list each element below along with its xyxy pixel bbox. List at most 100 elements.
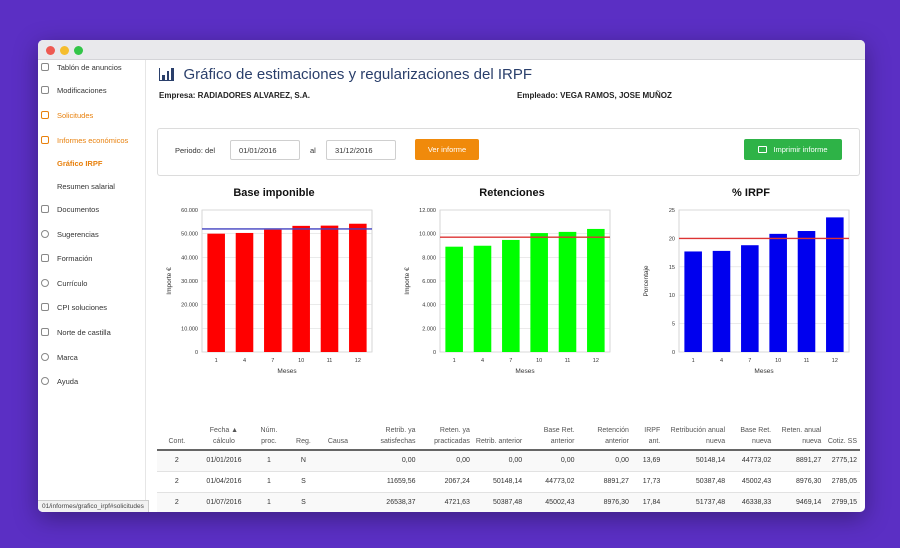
table-cell: 8891,27 bbox=[577, 471, 632, 493]
table-header-cell[interactable]: Reten. anual nueva bbox=[774, 406, 825, 451]
table-header-cell[interactable]: Retrib. ya satisfechas bbox=[355, 406, 419, 451]
table-cell: 01/07/2016 bbox=[196, 492, 252, 512]
date-to-input[interactable] bbox=[326, 140, 396, 160]
y-tick-label: 10 bbox=[669, 293, 675, 299]
sidebar-item-tablon[interactable]: Tablón de anuncios bbox=[38, 57, 146, 77]
sidebar-item-solicitudes[interactable]: Solicitudes bbox=[38, 105, 146, 125]
bar bbox=[558, 231, 577, 352]
y-axis-label: Importe € bbox=[166, 267, 173, 295]
date-from-input[interactable] bbox=[230, 140, 300, 160]
table-cell: 17,73 bbox=[631, 471, 664, 493]
table-row[interactable]: 2 01/07/2016 1 S 26538,37 4721,63 50387,48 4500… bbox=[157, 492, 860, 512]
page-title-text: Gráfico de estimaciones y regularizacion… bbox=[183, 66, 533, 83]
filter-panel: Periodo: del al Ver informe Imprimir inf… bbox=[157, 128, 860, 176]
printer-icon bbox=[758, 146, 768, 153]
x-tick-label: 1 bbox=[453, 358, 456, 364]
imprimir-informe-label: Imprimir informe bbox=[773, 145, 828, 154]
empresa-label: Empresa: RADIADORES ALVAREZ, S.A. bbox=[159, 91, 310, 100]
sidebar-item-modificaciones[interactable]: Modificaciones bbox=[38, 80, 146, 100]
ver-informe-button[interactable]: Ver informe bbox=[415, 139, 479, 160]
table-cell: 26538,37 bbox=[355, 492, 419, 512]
y-axis-label: Importe € bbox=[404, 267, 411, 295]
minimize-window-dot[interactable] bbox=[60, 46, 69, 55]
y-tick-label: 2.000 bbox=[422, 326, 436, 332]
main-content: Gráfico de estimaciones y regularizacion… bbox=[147, 60, 865, 512]
table-cell: 2785,05 bbox=[824, 471, 860, 493]
table-cell: 45002,43 bbox=[525, 492, 578, 512]
sidebar-item-ayuda[interactable]: Ayuda bbox=[38, 371, 146, 391]
imprimir-informe-button[interactable]: Imprimir informe bbox=[744, 139, 842, 160]
table-header-cell[interactable]: Núm. proc. bbox=[251, 406, 287, 451]
sidebar-item-norte-castilla[interactable]: Norte de castilla bbox=[38, 322, 146, 342]
sidebar-item-marca[interactable]: Marca bbox=[38, 347, 146, 367]
table-header-cell[interactable]: Reten. ya practicadas bbox=[418, 406, 473, 451]
bar bbox=[349, 223, 367, 352]
sidebar-item-sugerencias[interactable]: Sugerencias bbox=[38, 224, 146, 244]
table-header-cell[interactable]: Base Ret. nueva bbox=[728, 406, 775, 451]
chart-base-imponible: Base imponible 0 10.000 20.000 30.000 40.000 5… bbox=[157, 182, 391, 402]
table-header-cell[interactable]: Cotiz. SS bbox=[824, 406, 860, 451]
bar bbox=[292, 225, 310, 352]
table-cell: 8976,30 bbox=[774, 471, 825, 493]
sidebar-item-formacion[interactable]: Formación bbox=[38, 248, 146, 268]
table-cell: 0,00 bbox=[418, 450, 473, 472]
megaphone-icon bbox=[41, 328, 49, 336]
table-header-cell[interactable]: Base Ret. anterior bbox=[525, 406, 578, 451]
table-body: 2 01/01/2016 1 N 0,00 0,00 0,00 0,00 0,00 13,69 50… bbox=[157, 450, 860, 512]
chart-title: Base imponible bbox=[233, 187, 314, 199]
bar bbox=[320, 225, 339, 352]
empleado-label: Empleado: VEGA RAMOS, JOSE MUÑOZ bbox=[517, 91, 672, 100]
table-header-cell[interactable]: IRPF ant. bbox=[631, 406, 664, 451]
y-tick-label: 10.000 bbox=[419, 232, 436, 238]
table-header-cell[interactable]: Fecha ▲ cálculo bbox=[196, 406, 252, 451]
table-cell: 1 bbox=[251, 492, 287, 512]
x-tick-label: 4 bbox=[481, 358, 484, 364]
x-axis-label: Meses bbox=[277, 368, 297, 375]
table-header-cell[interactable]: Reg. bbox=[286, 406, 321, 451]
table-header-cell[interactable]: Cont. bbox=[157, 406, 197, 451]
maximize-window-dot[interactable] bbox=[74, 46, 83, 55]
table-header-cell[interactable]: Retención anterior bbox=[577, 406, 632, 451]
bar bbox=[207, 233, 225, 352]
bar bbox=[235, 232, 254, 352]
y-tick-label: 15 bbox=[669, 265, 675, 271]
sidebar-item-documentos[interactable]: Documentos bbox=[38, 199, 146, 219]
x-axis-label: Meses bbox=[754, 368, 774, 375]
sidebar-item-resumen-salarial[interactable]: Resumen salarial bbox=[57, 181, 115, 191]
table-header-cell[interactable]: Retribución anual nueva bbox=[663, 406, 729, 451]
table-cell: 11659,56 bbox=[355, 471, 419, 493]
table-header-cell[interactable]: Retrib. anterior bbox=[472, 406, 526, 451]
table-cell: 46338,33 bbox=[728, 492, 775, 512]
table-header-cell[interactable]: Causa bbox=[320, 406, 356, 451]
table-cell: 17,84 bbox=[631, 492, 664, 512]
x-tick-label: 12 bbox=[832, 358, 838, 364]
x-tick-label: 11 bbox=[565, 358, 571, 364]
table-cell: 2067,24 bbox=[418, 471, 473, 493]
page-title: Gráfico de estimaciones y regularizacion… bbox=[159, 66, 532, 83]
y-tick-label: 0 bbox=[433, 350, 436, 356]
x-tick-label: 10 bbox=[775, 358, 781, 364]
y-axis-label: Porcentaje bbox=[643, 265, 650, 296]
x-tick-label: 7 bbox=[271, 358, 274, 364]
table-cell bbox=[320, 492, 356, 512]
chart-retenciones: Retenciones 0 2.000 4.000 6.000 8.000 10.000 12… bbox=[395, 182, 629, 402]
table-cell: S bbox=[286, 492, 321, 512]
table-cell: 2 bbox=[157, 471, 197, 493]
y-tick-label: 12.000 bbox=[419, 208, 436, 214]
close-window-dot[interactable] bbox=[46, 46, 55, 55]
sidebar-item-cpi-soluciones[interactable]: CPI soluciones bbox=[38, 297, 146, 317]
table-row[interactable]: 2 01/01/2016 1 N 0,00 0,00 0,00 0,00 0,00 13,69 50… bbox=[157, 450, 860, 472]
table-row[interactable]: 2 01/04/2016 1 S 11659,56 2067,24 50148,14 4477… bbox=[157, 471, 860, 493]
sidebar-item-curriculo[interactable]: Currículo bbox=[38, 273, 146, 293]
bar bbox=[684, 251, 702, 352]
table-cell: 45002,43 bbox=[728, 471, 775, 493]
table-cell: 1 bbox=[251, 471, 287, 493]
bar bbox=[264, 229, 282, 352]
bar bbox=[712, 250, 731, 352]
sidebar-item-informes[interactable]: Informes económicos bbox=[38, 130, 146, 150]
table-cell: 8891,27 bbox=[774, 450, 825, 472]
bar-chart-icon bbox=[159, 68, 174, 81]
browser-window: Tablón de anuncios Modificaciones Solici… bbox=[38, 40, 865, 512]
charts-area: Base imponible 0 10.000 20.000 30.000 40.000 5… bbox=[157, 182, 860, 402]
sidebar-item-grafico-irpf[interactable]: Gráfico IRPF bbox=[57, 158, 103, 168]
